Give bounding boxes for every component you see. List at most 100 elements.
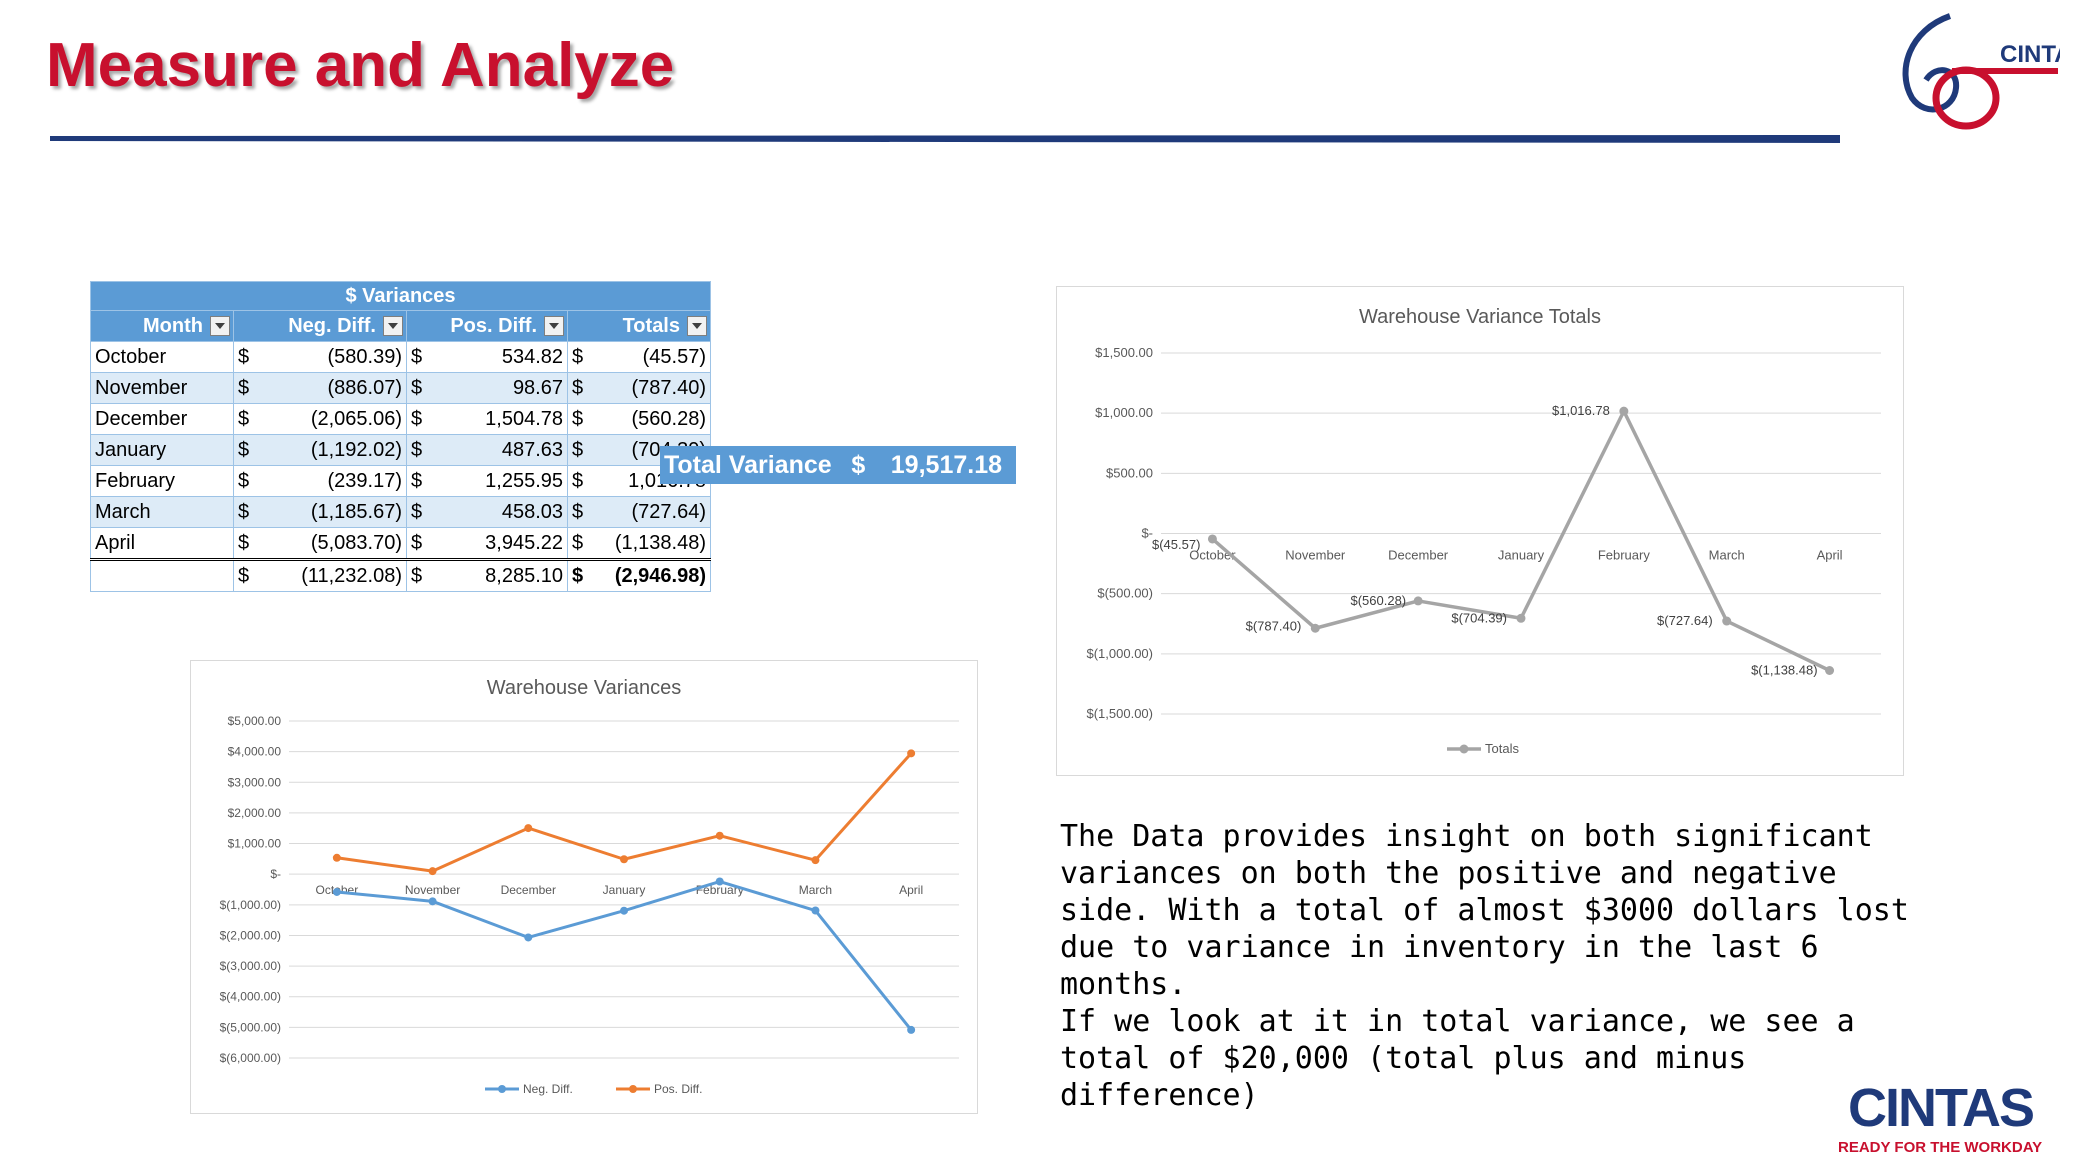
y-tick-label: $1,000.00 [1095,405,1153,420]
total-variance-value: 19,517.18 [890,450,1002,479]
y-tick-label: $(1,500.00) [1087,706,1154,721]
data-point [1207,534,1217,544]
data-point [715,877,724,886]
x-tick-label: November [405,883,460,897]
variance-table: $ Variances Month Neg. Diff. Pos. Diff. … [90,281,711,592]
table-row: October $ (580.39) $534.82 $ (45.57) [90,341,711,373]
cell-pos: $487.63 [406,434,568,466]
y-tick-label: $(6,000.00) [220,1051,281,1065]
page-title: Measure and Analyze [46,31,675,100]
cell-total: $ (787.40) [567,372,711,404]
cintas-logo-bottom: CINTAS READY FOR THE WORKDAY [1838,1078,2042,1156]
data-label: $(787.40) [1246,618,1302,633]
x-tick-label: December [501,883,556,897]
x-tick-label: January [1498,548,1545,563]
data-point [332,887,341,896]
data-point [1619,406,1629,416]
y-tick-label: $1,000.00 [228,837,282,851]
warehouse-variance-totals-chart: Warehouse Variance Totals $1,500.00 $1,000… [1056,286,1904,776]
data-point [1516,613,1526,623]
series-line-neg-diff- [336,880,913,1031]
y-tick-label: $(1,000.00) [220,898,281,912]
header-month: Month [90,310,234,342]
data-point [811,906,820,915]
table-row: April $ (5,083.70) $3,945.22 $ (1,138.48) [90,527,711,560]
filter-dropdown-icon[interactable] [687,316,707,336]
data-point [620,906,628,915]
cell-month: March [90,496,234,528]
cell-neg: $ (2,065.06) [233,403,407,435]
table-caption: $ Variances [90,281,711,311]
filter-dropdown-icon[interactable] [210,316,230,336]
x-tick-label: February [1598,548,1651,563]
y-tick-label: $(5,000.00) [220,1020,281,1034]
table-row: November $ (886.07) $98.67 $ (787.40) [90,372,711,404]
data-point [1413,596,1423,606]
x-tick-label: January [603,883,646,897]
cell-pos: $3,945.22 [406,527,568,560]
header-rule [50,135,1840,143]
cell-month: January [90,434,234,466]
x-tick-label: March [1709,548,1745,563]
y-tick-label: $3,000.00 [228,775,282,789]
y-tick-label: $- [270,867,281,881]
filter-dropdown-icon[interactable] [383,316,403,336]
cell-neg: $ (1,185.67) [233,496,407,528]
table-row: February$(239.17)$1,255.95$1,016.78 [90,465,711,497]
cell-neg: $ (5,083.70) [233,527,407,560]
legend-label: Pos. Diff. [654,1082,702,1096]
data-point [332,853,341,862]
cell-total: $ (1,138.48) [567,527,711,560]
cell-month: October [90,341,234,373]
filter-dropdown-icon[interactable] [544,316,564,336]
logo-top-text: CINTAS [2000,41,2060,68]
data-point [1825,665,1835,675]
series-line-pos-diff- [336,752,913,873]
cell-month: April [90,527,234,560]
header-totals: Totals [567,310,711,342]
y-tick-label: $500.00 [1106,465,1153,480]
cell-total: $ (560.28) [567,403,711,435]
cell-month: December [90,403,234,435]
series-line-totals [1211,409,1831,673]
total-variance-label: Total Variance [664,450,832,479]
legend-label: Neg. Diff. [523,1082,573,1096]
insight-paragraph: The Data provides insight on both signif… [1060,818,1940,1114]
y-tick-label: $(500.00) [1097,586,1153,601]
cell-pos: $98.67 [406,372,568,404]
logo-tagline: READY FOR THE WORKDAY [1838,1139,2042,1156]
insight-paragraph-line-2: If we look at it in total variance, we s… [1060,1004,1855,1113]
data-point [1722,616,1732,626]
y-tick-label: $5,000.00 [228,714,282,728]
data-point [428,897,437,906]
data-point [907,749,916,758]
total-variance-box: Total Variance $ 19,517.18 [660,446,1016,484]
y-tick-label: $(2,000.00) [220,928,281,942]
data-label: $1,016.78 [1552,403,1610,418]
cell-total: $ (45.57) [567,341,711,373]
data-label: $(727.64) [1657,613,1713,628]
x-tick-label: November [1285,548,1346,563]
cell-neg: $ (239.17) [233,465,407,497]
cintas-logo-top: CINTAS [1902,13,2060,130]
logo-ring-icon [1932,66,2000,130]
data-point [811,856,820,865]
x-tick-label: April [899,883,923,897]
x-tick-label: April [1817,548,1843,563]
cell-pos: $1,504.78 [406,403,568,435]
data-point [907,1025,916,1034]
data-point [1310,623,1320,633]
chart-title: Warehouse Variance Totals [1359,306,1601,328]
legend-label: Totals [1485,741,1519,756]
logo-bottom-text: CINTAS [1848,1078,2033,1138]
chart-title: Warehouse Variances [487,677,682,699]
data-point [428,867,437,876]
cell-month: November [90,372,234,404]
cell-grand-total: $ (2,946.98) [567,558,711,592]
table-row: March $ (1,185.67) $458.03 $ (727.64) [90,496,711,528]
header-neg-diff: Neg. Diff. [233,310,407,342]
table-row: January$(1,192.02)$487.63$(704.39) [90,434,711,466]
table-totals-row: $ (11,232.08) $8,285.10 $ (2,946.98) [90,558,711,592]
cell-neg: $ (886.07) [233,372,407,404]
y-tick-label: $(1,000.00) [1087,646,1154,661]
